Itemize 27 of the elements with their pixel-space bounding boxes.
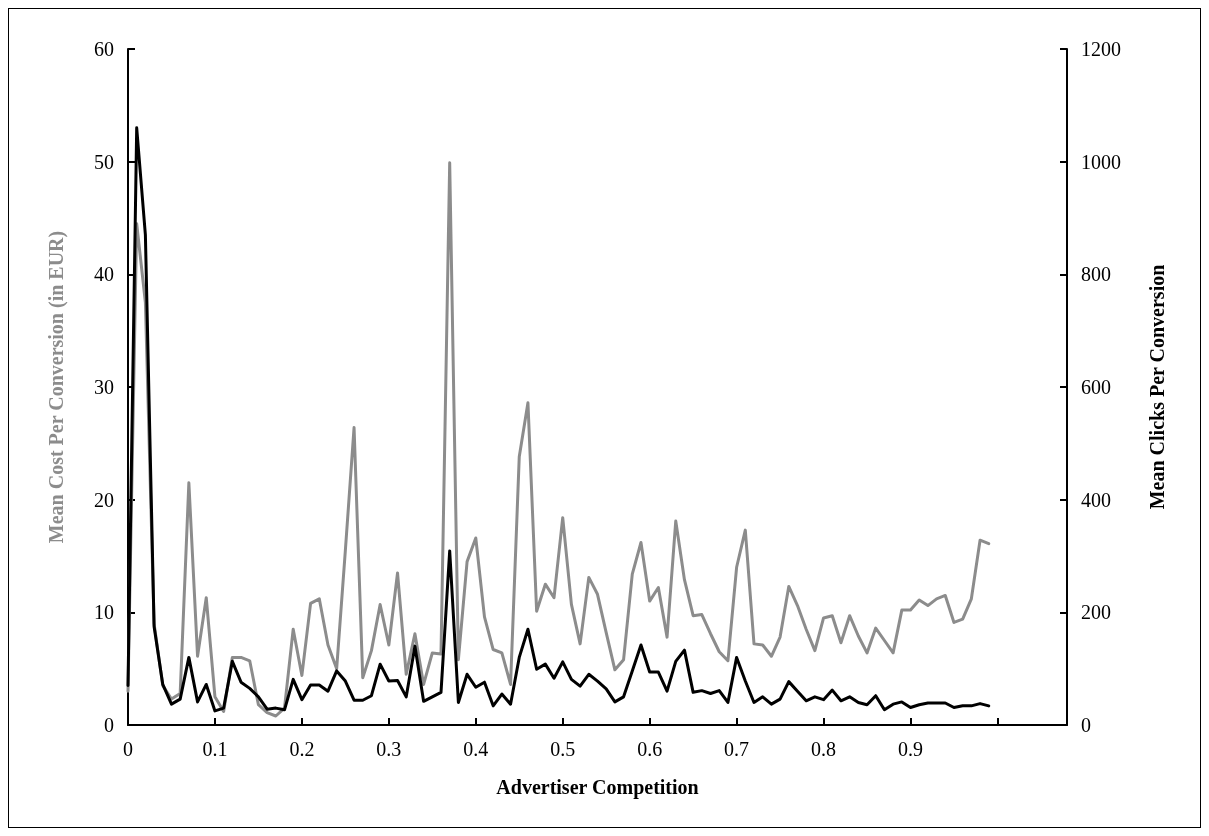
y2-tick-label: 800 [1081, 263, 1111, 286]
y2-axis-title: Mean Clicks Per Conversion [1146, 264, 1168, 510]
y-tick-label: 10 [94, 601, 114, 624]
x-tick-label: 0.9 [898, 738, 923, 760]
y2-tick-label: 0 [1081, 714, 1091, 736]
y-axis-title: Mean Cost Per Conversion (in EUR) [45, 230, 68, 544]
x-tick-label: 0.1 [202, 738, 228, 760]
x-axis-title: Advertiser Competition [496, 776, 699, 799]
x-tick-label: 0.7 [724, 738, 750, 760]
y2-tick-label: 1000 [1081, 150, 1121, 173]
x-tick-label: 0.3 [376, 738, 402, 760]
x-tick-label: 0.8 [811, 738, 837, 760]
y-tick-label: 20 [94, 488, 114, 511]
y2-tick-label: 400 [1081, 488, 1111, 511]
x-tick-label: 0.6 [637, 738, 663, 760]
y-tick-label: 30 [94, 376, 114, 398]
x-tick-label: 0.5 [550, 738, 576, 760]
x-tick-label: 0.2 [289, 738, 315, 760]
x-tick-label: 0 [123, 738, 133, 760]
y-tick-label: 50 [94, 150, 114, 173]
y-tick-label: 60 [94, 38, 114, 60]
y-tick-label: 40 [94, 263, 114, 286]
y2-tick-label: 600 [1081, 376, 1111, 398]
y-tick-label: 0 [104, 714, 114, 736]
x-tick-label: 0.4 [463, 738, 489, 760]
y2-tick-label: 200 [1081, 601, 1111, 624]
y2-tick-label: 1200 [1081, 38, 1121, 60]
